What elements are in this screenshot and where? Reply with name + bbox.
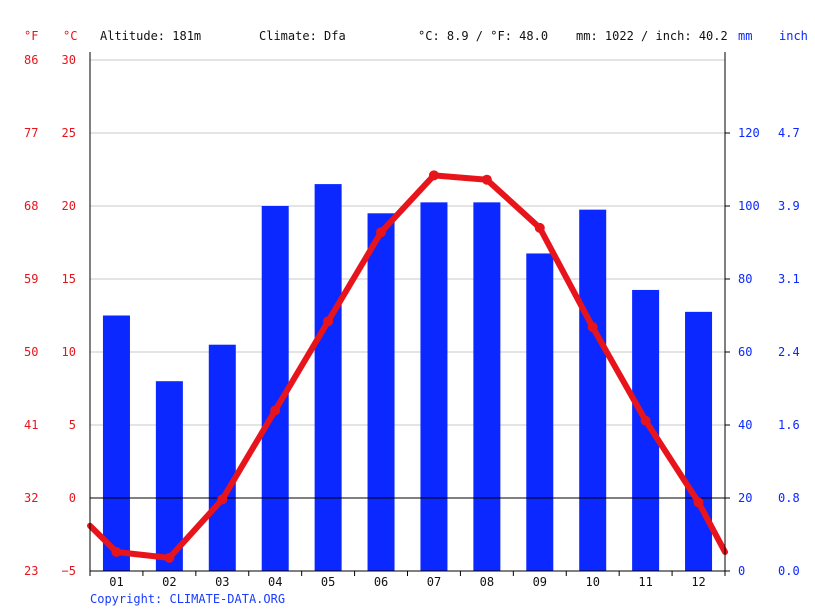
inch-tick-label: 0.8 bbox=[778, 491, 800, 505]
month-tick-label: 10 bbox=[585, 575, 599, 589]
celsius-tick-label: 10 bbox=[62, 345, 76, 359]
inch-tick-label: 3.9 bbox=[778, 199, 800, 213]
mm-tick-label: 100 bbox=[738, 199, 760, 213]
mm-tick-label: 20 bbox=[738, 491, 752, 505]
copyright-text: Copyright: CLIMATE-DATA.ORG bbox=[90, 592, 285, 606]
mm-tick-label: 60 bbox=[738, 345, 752, 359]
precipitation-bar bbox=[208, 344, 236, 571]
celsius-tick-label: −5 bbox=[62, 564, 76, 578]
celsius-tick-label: 0 bbox=[69, 491, 76, 505]
temperature-point bbox=[640, 415, 651, 426]
unit-inch-label: inch bbox=[779, 29, 808, 43]
celsius-tick-label: 30 bbox=[62, 53, 76, 67]
month-tick-label: 06 bbox=[374, 575, 388, 589]
month-tick-label: 12 bbox=[691, 575, 705, 589]
celsius-tick-label: 20 bbox=[62, 199, 76, 213]
precipitation-bar bbox=[473, 202, 501, 571]
precipitation-bar bbox=[102, 315, 130, 571]
temperature-point bbox=[428, 170, 439, 181]
month-tick-label: 09 bbox=[533, 575, 547, 589]
temperature-line-group bbox=[87, 170, 728, 563]
precipitation-bar bbox=[367, 213, 395, 572]
month-tick-label: 05 bbox=[321, 575, 335, 589]
temperature-point bbox=[587, 322, 598, 333]
inch-tick-label: 2.4 bbox=[778, 345, 800, 359]
axes bbox=[89, 52, 730, 576]
fahrenheit-tick-label: 41 bbox=[24, 418, 38, 432]
grid-lines bbox=[90, 59, 725, 426]
temperature-point bbox=[217, 494, 228, 505]
temperature-average-label: °C: 8.9 / °F: 48.0 bbox=[418, 29, 548, 43]
temperature-point bbox=[164, 552, 175, 563]
temperature-point bbox=[323, 316, 334, 327]
precipitation-bar bbox=[579, 209, 607, 571]
precipitation-bar bbox=[261, 206, 289, 571]
fahrenheit-tick-label: 86 bbox=[24, 53, 38, 67]
inch-tick-label: 3.1 bbox=[778, 272, 800, 286]
fahrenheit-tick-label: 68 bbox=[24, 199, 38, 213]
temperature-line bbox=[87, 172, 728, 561]
fahrenheit-tick-label: 32 bbox=[24, 491, 38, 505]
fahrenheit-tick-label: 50 bbox=[24, 345, 38, 359]
mm-tick-label: 120 bbox=[738, 126, 760, 140]
month-tick-label: 03 bbox=[215, 575, 229, 589]
fahrenheit-tick-label: 77 bbox=[24, 126, 38, 140]
month-tick-label: 04 bbox=[268, 575, 282, 589]
month-tick-label: 01 bbox=[109, 575, 123, 589]
celsius-tick-label: 15 bbox=[62, 272, 76, 286]
precipitation-bar bbox=[526, 253, 554, 571]
inch-tick-label: 1.6 bbox=[778, 418, 800, 432]
precipitation-bar bbox=[314, 184, 342, 571]
mm-tick-label: 40 bbox=[738, 418, 752, 432]
unit-celsius-label: °C bbox=[63, 29, 77, 43]
precipitation-total-label: mm: 1022 / inch: 40.2 bbox=[576, 29, 728, 43]
climate-label: Climate: Dfa bbox=[259, 29, 346, 43]
inch-tick-label: 4.7 bbox=[778, 126, 800, 140]
temperature-point bbox=[376, 227, 387, 238]
temperature-point bbox=[534, 222, 545, 233]
altitude-label: Altitude: 181m bbox=[100, 29, 201, 43]
precipitation-bar bbox=[155, 381, 183, 571]
precipitation-bars bbox=[102, 184, 713, 572]
month-tick-label: 08 bbox=[480, 575, 494, 589]
month-tick-label: 11 bbox=[638, 575, 652, 589]
precipitation-bar bbox=[420, 202, 448, 571]
month-tick-label: 02 bbox=[162, 575, 176, 589]
fahrenheit-tick-label: 23 bbox=[24, 564, 38, 578]
temperature-point bbox=[481, 174, 492, 185]
unit-mm-label: mm bbox=[738, 29, 752, 43]
mm-tick-label: 0 bbox=[738, 564, 745, 578]
celsius-tick-label: 25 bbox=[62, 126, 76, 140]
inch-tick-label: 0.0 bbox=[778, 564, 800, 578]
celsius-tick-label: 5 bbox=[69, 418, 76, 432]
mm-tick-label: 80 bbox=[738, 272, 752, 286]
precipitation-bar bbox=[685, 311, 713, 571]
temperature-point bbox=[111, 547, 122, 558]
temperature-point bbox=[693, 497, 704, 508]
unit-fahrenheit-label: °F bbox=[24, 29, 38, 43]
fahrenheit-tick-label: 59 bbox=[24, 272, 38, 286]
temperature-point bbox=[270, 405, 281, 416]
month-tick-label: 07 bbox=[427, 575, 441, 589]
